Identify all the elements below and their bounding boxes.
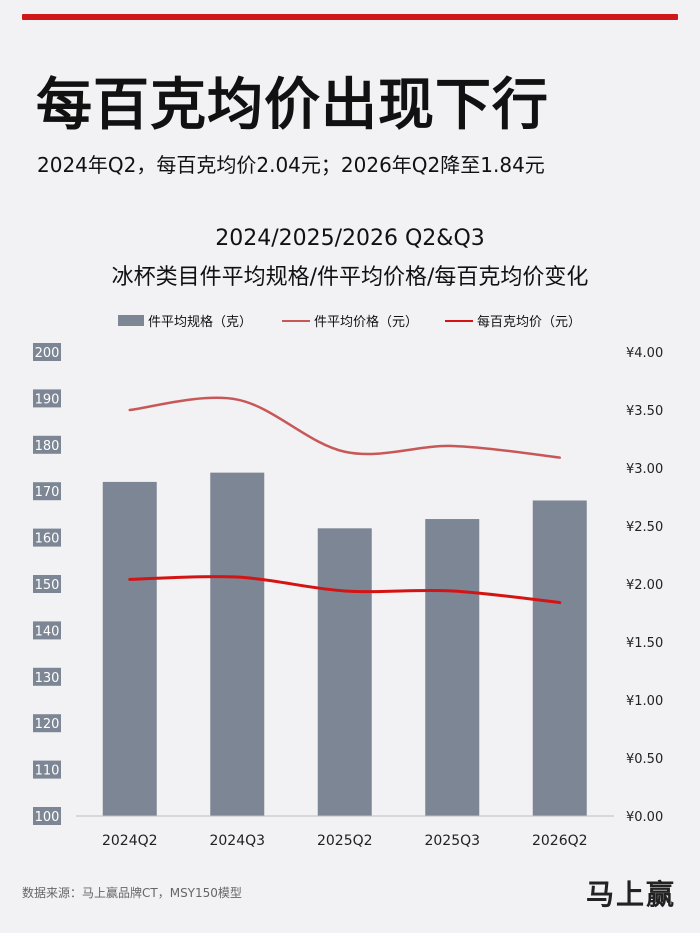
price-line-series	[128, 396, 561, 459]
chart-legend: 件平均规格（克） 件平均价格（元） 每百克均价（元）	[0, 311, 700, 331]
left-axis-tick-box	[33, 760, 61, 779]
right-axis-tick-label: ¥4.00	[626, 346, 663, 361]
left-axis-tick-label: 170	[35, 485, 60, 500]
data-source-note: 数据来源：马上赢品牌CT，MSY150模型	[22, 886, 242, 900]
right-axis-tick-label: ¥2.00	[626, 578, 663, 593]
left-axis-tick-label: 140	[35, 624, 60, 639]
left-axis-tick-label: 110	[35, 764, 60, 779]
legend-label: 每百克均价（元）	[477, 315, 582, 330]
right-axis-tick-label: ¥3.50	[626, 404, 663, 419]
left-axis-tick-box	[33, 343, 61, 361]
bar	[425, 519, 480, 816]
top-accent-rule	[22, 14, 678, 20]
left-axis-tick-box	[33, 714, 61, 733]
page-subheadline: 2024年Q2，每百克均价2.04元；2026年Q2降至1.84元	[37, 153, 545, 177]
bar	[317, 528, 372, 816]
right-axis-tick-label: ¥2.50	[626, 520, 663, 535]
left-axis-tick-label: 180	[35, 439, 60, 454]
chart-subtitle: 冰杯类目件平均规格/件平均价格/每百克均价变化	[111, 265, 589, 290]
x-axis-tick-label: 2025Q2	[317, 833, 373, 849]
left-axis-tick-label: 160	[35, 532, 60, 547]
legend-item-bar: 件平均规格（克）	[118, 311, 252, 330]
x-axis-tick-label: 2024Q3	[209, 833, 265, 849]
legend-label: 件平均规格（克）	[148, 315, 253, 330]
left-axis-tick-label: 130	[35, 671, 60, 686]
legend-swatch-price	[282, 319, 310, 322]
legend-label: 件平均价格（元）	[314, 315, 419, 330]
brand-logo: 马上赢	[585, 878, 676, 911]
left-axis-tick-label: 100	[35, 810, 60, 825]
right-axis-tick-label: ¥0.50	[626, 752, 663, 767]
left-axis-tick-label: 200	[35, 346, 60, 361]
legend-item-price: 件平均价格（元）	[282, 311, 418, 330]
right-axis-tick-label: ¥3.00	[626, 462, 663, 477]
bar	[210, 472, 265, 816]
legend-item-per100g: 每百克均价（元）	[445, 311, 581, 330]
left-axis-tick-label: 190	[35, 392, 60, 407]
legend-swatch-bar	[118, 315, 144, 326]
legend-swatch-per100g	[445, 319, 473, 322]
bar	[532, 500, 587, 816]
left-axis-tick-box	[33, 435, 61, 454]
left-axis-tick-box	[33, 667, 61, 686]
page-headline: 每百克均价出现下行	[36, 73, 549, 138]
x-axis-tick-label: 2026Q2	[532, 833, 588, 849]
right-axis-tick-label: ¥1.50	[626, 636, 663, 651]
left-axis-tick-box	[33, 807, 61, 825]
left-axis-tick-label: 150	[35, 578, 60, 593]
left-axis-tick-box	[33, 621, 61, 640]
right-axis-tick-label: ¥0.00	[626, 810, 663, 825]
bar	[102, 481, 157, 816]
left-axis-tick-box	[33, 482, 61, 501]
left-axis-tick-box	[33, 575, 61, 593]
chart-canvas: 200 190 180 170 160 150 140 130 120 110 100 ¥4.00 ¥3…	[33, 343, 663, 849]
right-axis-tick-label: ¥1.00	[626, 694, 663, 709]
x-axis-tick-label: 2025Q3	[424, 833, 480, 849]
left-axis-tick-label: 120	[35, 717, 60, 732]
chart-title: 2024/2025/2026 Q2&Q3	[215, 226, 485, 251]
x-axis-tick-label: 2024Q2	[102, 833, 158, 849]
left-axis-tick-box	[33, 528, 61, 547]
left-axis-tick-box	[33, 389, 61, 408]
